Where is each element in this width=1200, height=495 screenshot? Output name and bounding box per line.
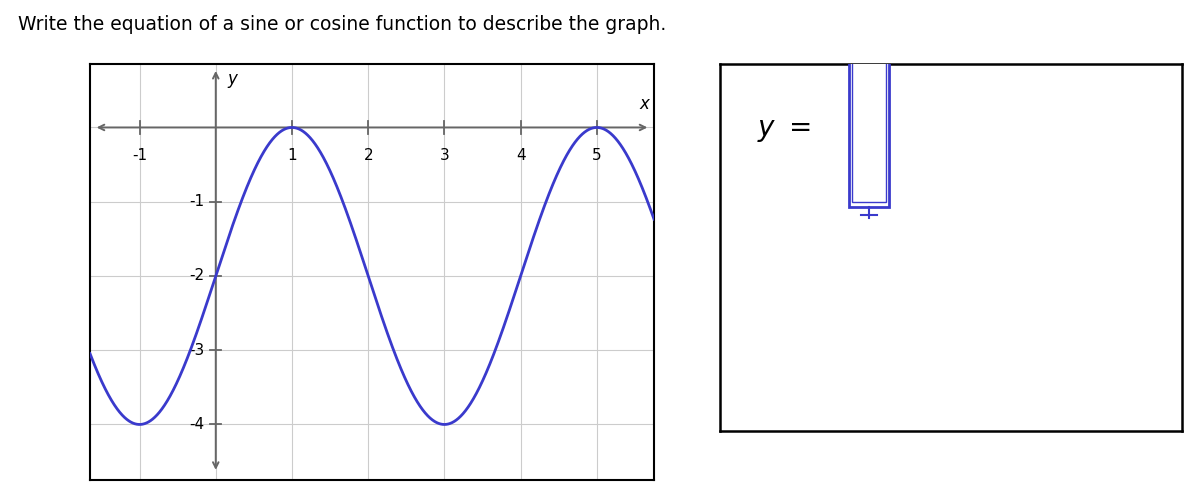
Text: 4: 4 [516,148,526,163]
Text: -1: -1 [190,194,204,209]
Text: 5: 5 [592,148,601,163]
Text: 1: 1 [287,148,296,163]
Text: -3: -3 [190,343,204,358]
Text: -2: -2 [190,268,204,284]
Bar [850,53,889,207]
Text: -4: -4 [190,417,204,432]
Text: $y\ =$: $y\ =$ [757,117,811,144]
Text: -1: -1 [132,148,148,163]
Text: y: y [228,70,238,88]
Bar [852,59,886,202]
Text: x: x [640,95,649,113]
Text: 2: 2 [364,148,373,163]
Text: 3: 3 [439,148,449,163]
Text: Write the equation of a sine or cosine function to describe the graph.: Write the equation of a sine or cosine f… [18,15,666,34]
